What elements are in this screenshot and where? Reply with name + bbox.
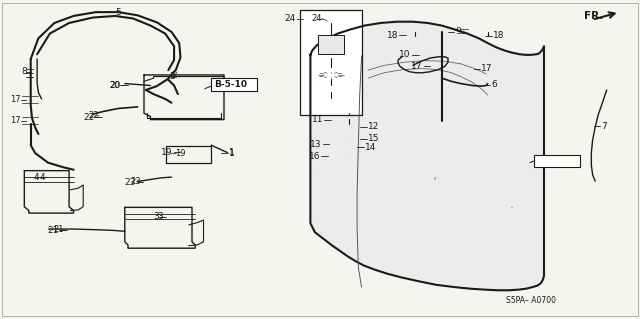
Text: 20: 20 — [109, 81, 120, 90]
Text: 24: 24 — [312, 14, 322, 23]
Text: B-5-10: B-5-10 — [214, 80, 248, 89]
Text: 1: 1 — [229, 149, 235, 158]
Text: 21: 21 — [47, 226, 59, 235]
Text: 6: 6 — [492, 80, 497, 89]
Text: 17: 17 — [10, 95, 21, 104]
Text: 16: 16 — [308, 152, 320, 161]
Text: 11: 11 — [312, 115, 323, 124]
Polygon shape — [310, 22, 544, 290]
Bar — [211, 78, 257, 91]
Text: 18: 18 — [493, 31, 504, 40]
Text: 9: 9 — [456, 27, 461, 36]
Text: 20: 20 — [110, 81, 120, 90]
Text: 10: 10 — [399, 50, 411, 59]
Text: 22: 22 — [83, 113, 95, 122]
Text: 13: 13 — [310, 140, 321, 149]
Text: 23: 23 — [130, 177, 141, 186]
Text: 22: 22 — [89, 111, 99, 120]
Text: 1: 1 — [229, 148, 235, 157]
Text: 18: 18 — [387, 31, 398, 40]
Text: 19: 19 — [175, 149, 186, 158]
Text: 17: 17 — [10, 116, 21, 125]
Text: 8: 8 — [21, 67, 27, 76]
Text: 2: 2 — [172, 71, 177, 80]
Text: 24: 24 — [284, 14, 296, 23]
Text: 4: 4 — [34, 173, 40, 182]
Text: 19: 19 — [161, 148, 173, 157]
Text: 23: 23 — [124, 178, 136, 187]
Text: S5PA– A0700: S5PA– A0700 — [506, 296, 556, 305]
Bar — [300, 10, 362, 115]
Text: 12: 12 — [368, 122, 380, 131]
Text: 14: 14 — [365, 143, 376, 152]
Bar — [534, 155, 580, 167]
Text: 21: 21 — [54, 225, 64, 234]
Text: 2: 2 — [170, 72, 175, 81]
Text: FR.: FR. — [584, 11, 604, 21]
Text: 7: 7 — [602, 122, 607, 130]
Text: B-5-10: B-5-10 — [536, 157, 570, 166]
Text: 17: 17 — [411, 62, 422, 71]
Text: 15: 15 — [368, 134, 380, 143]
Text: 3: 3 — [157, 212, 163, 221]
Bar — [318, 35, 344, 54]
Text: 17: 17 — [481, 64, 493, 73]
Text: 3: 3 — [153, 212, 159, 221]
Text: 5: 5 — [116, 8, 121, 17]
Text: 4: 4 — [39, 173, 45, 182]
